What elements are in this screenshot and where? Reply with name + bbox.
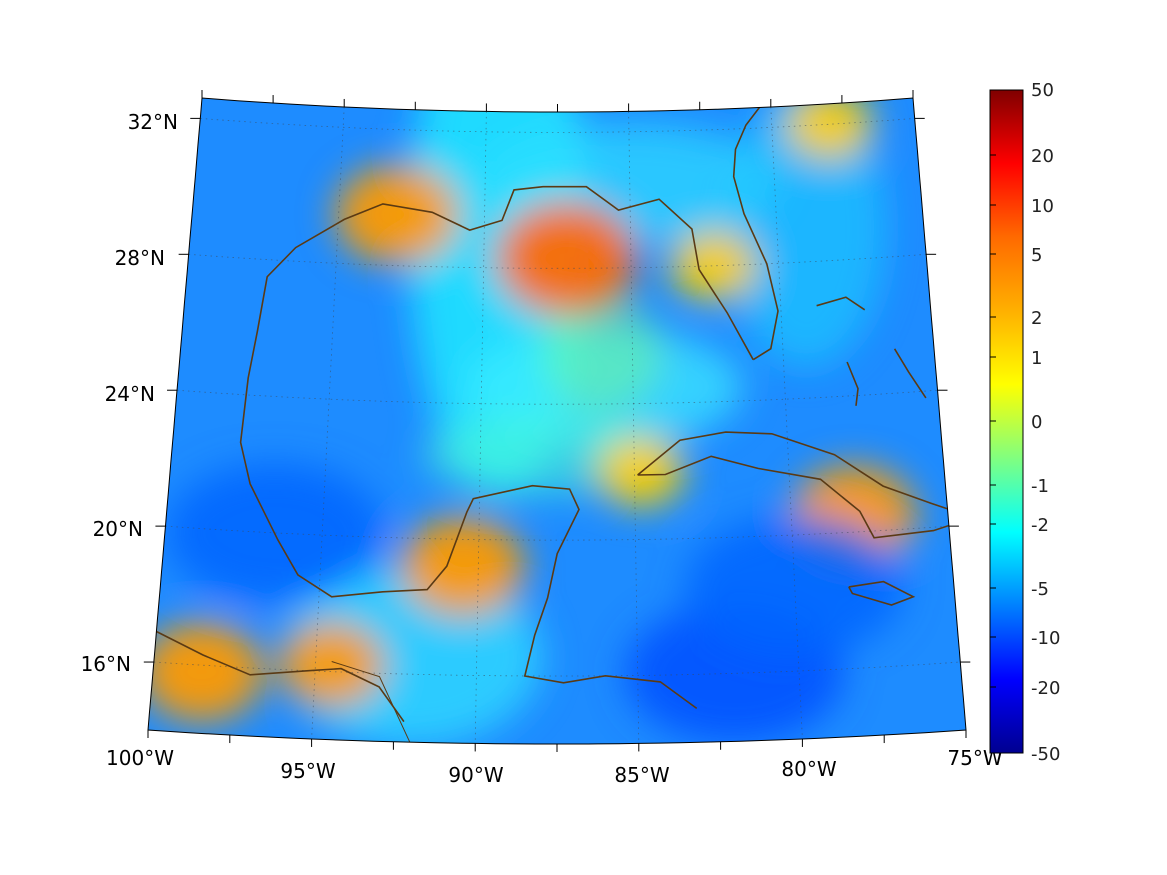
coastline-segment xyxy=(848,580,916,606)
colorbar-label-2: 2 xyxy=(1031,308,1042,329)
map-frame-ticks xyxy=(143,90,971,752)
meridian-line xyxy=(311,106,345,740)
latitude-labels: 32°N 28°N 24°N 20°N 16°N xyxy=(81,110,178,676)
colorbar-label-minus10: -10 xyxy=(1031,628,1060,649)
field-hotspot xyxy=(495,201,638,315)
coastline-segment xyxy=(893,348,927,399)
meridian-line xyxy=(628,111,640,744)
lat-label-16: 16°N xyxy=(81,652,131,676)
lon-label-85w: 85°W xyxy=(614,763,669,787)
colorbar-label-20: 20 xyxy=(1031,146,1054,167)
coastline-segment xyxy=(239,185,754,710)
field-zone-green xyxy=(542,293,663,414)
lat-label-28: 28°N xyxy=(115,246,165,270)
colorbar-label-minus1: -1 xyxy=(1031,476,1049,497)
colorbar-label-minus20: -20 xyxy=(1031,678,1060,699)
lat-label-24: 24°N xyxy=(105,382,155,406)
lon-label-100w: 100°W xyxy=(106,746,174,770)
colorbar-label-10: 10 xyxy=(1031,196,1054,217)
country-border xyxy=(331,661,411,743)
parallel-line xyxy=(200,118,915,133)
map-area xyxy=(143,90,971,752)
field-hotspot xyxy=(784,98,873,160)
coastline-segment xyxy=(156,630,405,723)
colorbar-ticks xyxy=(990,89,996,754)
colorbar-label-50: 50 xyxy=(1031,80,1054,101)
lon-label-80w: 80°W xyxy=(781,757,836,781)
parallel-line xyxy=(176,389,938,405)
colorbar-label-0: 0 xyxy=(1031,412,1042,433)
colorbar-label-1: 1 xyxy=(1031,348,1042,369)
parallel-line xyxy=(188,253,927,269)
coastline-segment xyxy=(846,361,859,406)
field-hotspot xyxy=(278,622,385,708)
field-hotspot xyxy=(400,516,525,617)
field-hotspot xyxy=(669,230,758,301)
coastline-segment xyxy=(732,107,779,361)
colorbar-label-minus50: -50 xyxy=(1031,744,1060,765)
meridian-line xyxy=(770,106,803,740)
coastline-segment xyxy=(816,296,866,311)
lon-label-95w: 95°W xyxy=(280,759,335,783)
lat-label-32: 32°N xyxy=(128,110,178,134)
colorbar-label-minus2: -2 xyxy=(1031,515,1049,536)
field-hotspot xyxy=(335,165,460,265)
meridian-line xyxy=(474,111,487,744)
colorbar-label-5: 5 xyxy=(1031,245,1042,266)
colorbar-label-minus5: -5 xyxy=(1031,579,1049,600)
colorbar: 50 20 10 5 2 1 0 -1 -2 -5 -10 -20 -50 xyxy=(989,80,1060,765)
field-hotspot xyxy=(148,622,264,722)
lat-label-20: 20°N xyxy=(93,517,143,541)
longitude-labels: 100°W 95°W 90°W 85°W 80°W 75°W xyxy=(106,746,1003,787)
lon-label-90w: 90°W xyxy=(448,763,503,787)
